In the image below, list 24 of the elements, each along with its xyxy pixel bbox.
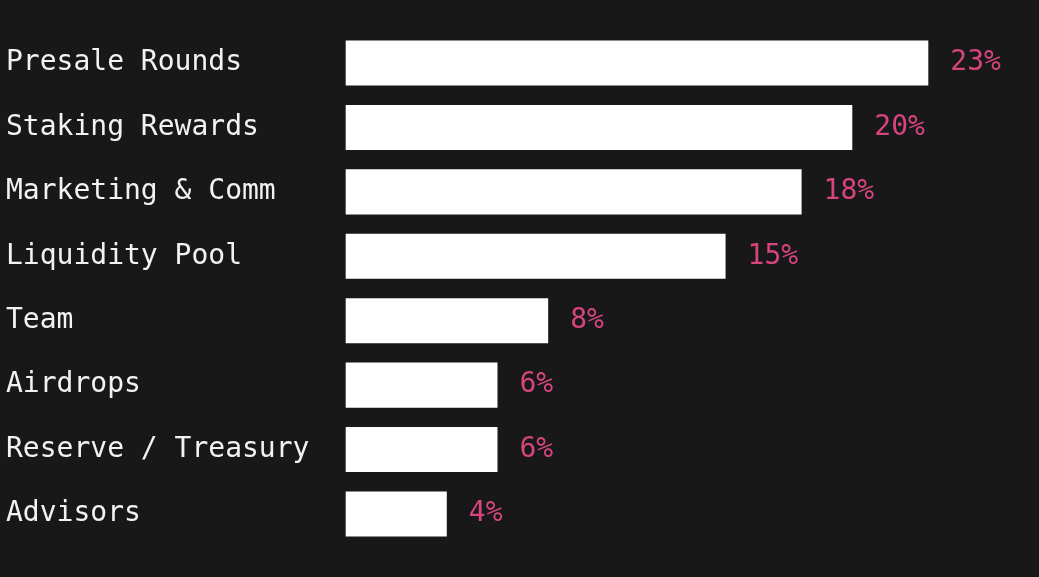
bar: [345, 169, 802, 215]
bar: [345, 104, 853, 150]
data-label: 15%: [747, 237, 799, 271]
bar: [345, 491, 447, 537]
data-label: 18%: [823, 173, 875, 207]
data-label: 4%: [468, 495, 503, 529]
y-tick-label: Liquidity Pool: [6, 237, 243, 271]
bar: [345, 362, 498, 408]
data-label: 23%: [950, 44, 1002, 78]
y-tick-label: Marketing & Comm: [6, 173, 276, 207]
y-tick-label: Presale Rounds: [6, 44, 243, 78]
y-tick-label: Advisors: [6, 495, 141, 529]
bar: [345, 427, 498, 473]
bar: [345, 40, 929, 86]
data-label: 6%: [519, 366, 554, 400]
y-tick-label: Reserve / Treasury: [6, 430, 310, 464]
bar: [345, 233, 726, 279]
data-label: 8%: [570, 301, 605, 335]
data-label: 20%: [874, 108, 925, 142]
y-tick-label: Team: [6, 301, 74, 335]
y-tick-label: Airdrops: [6, 366, 141, 400]
data-label: 6%: [519, 430, 554, 464]
y-tick-label: Staking Rewards: [6, 108, 259, 142]
bar: [345, 298, 549, 344]
